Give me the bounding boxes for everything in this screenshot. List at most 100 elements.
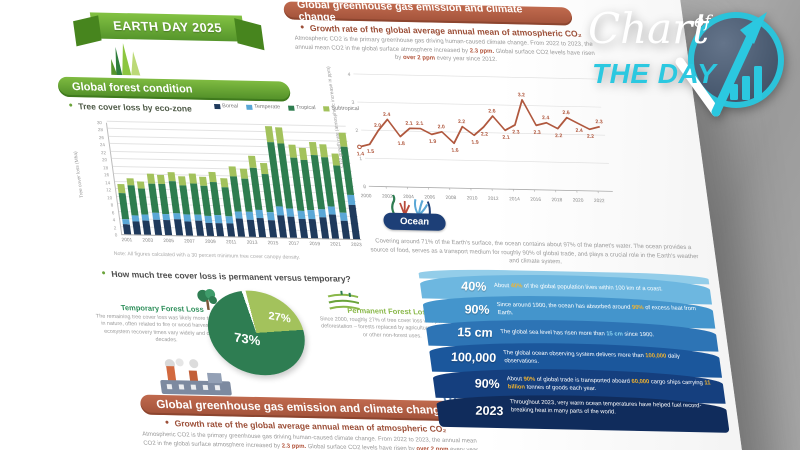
- bar-segment-boreal: [319, 217, 329, 239]
- ghg-header-label: Global greenhouse gas emission and clima…: [155, 398, 448, 417]
- ocean-stat-value: 90%: [463, 301, 491, 317]
- bar-ytick-label: 26: [98, 135, 105, 141]
- forest-bullet-label: Tree cover loss by eco-zone: [77, 101, 193, 114]
- bar-segment-temperate: [255, 210, 264, 219]
- bar-segment-subtropical: [198, 176, 208, 186]
- line-point-label: 2.0: [374, 123, 382, 129]
- bar-xtick-label: 2003: [142, 238, 154, 244]
- bar-xtick-label: 2001: [121, 238, 133, 244]
- lc-xtick-label: 2012: [488, 196, 500, 202]
- bar-segment-boreal: [152, 219, 162, 235]
- bar-segment-subtropical: [157, 174, 166, 184]
- bar-segment-subtropical: [167, 171, 176, 182]
- bar-segment-subtropical: [146, 173, 155, 184]
- ocean-stat-value: 90%: [473, 376, 501, 391]
- bar-segment-temperate: [214, 215, 223, 223]
- bar-ytick-label: 10: [106, 194, 113, 201]
- lc-xtick-label: 2002: [382, 194, 394, 200]
- bar-xtick-label: 2007: [183, 239, 196, 245]
- bar-segment-subtropical: [248, 156, 257, 168]
- line-point-label: 2.4: [575, 128, 583, 134]
- farm-field-icon: [327, 290, 360, 311]
- bar-ytick-label: 28: [97, 127, 104, 133]
- bar-ytick-label: 24: [99, 142, 106, 148]
- bar-xtick-label: 2021: [330, 242, 342, 248]
- lc-gridline: [368, 185, 613, 192]
- bar-segment-boreal: [226, 223, 235, 237]
- bar-segment-tropical: [189, 183, 201, 215]
- bar-ytick-label: 4: [112, 217, 116, 223]
- line-point-label: 3.2: [517, 92, 525, 98]
- bar-segment-tropical: [158, 183, 170, 214]
- bar-ytick-label: 12: [105, 187, 112, 193]
- lc-xtick-label: 2020: [572, 198, 584, 204]
- bar-segment-subtropical: [299, 147, 308, 161]
- dot-bullet-icon: ●: [164, 419, 170, 427]
- bar-segment-subtropical: [137, 181, 146, 190]
- line-point-label: 2.2: [458, 119, 466, 125]
- bar-segment-temperate: [317, 209, 327, 218]
- bar-xtick-label: 2005: [163, 238, 175, 245]
- legend-item-tropical: Tropical: [287, 105, 316, 111]
- line-point-label: 2.4: [542, 115, 550, 121]
- line-point-label: 1.8: [397, 141, 405, 147]
- lc-xtick-label: 2022: [594, 198, 606, 204]
- bar-segment-subtropical: [220, 178, 229, 188]
- ocean-paragraph: Covering around 71% of the Earth's surfa…: [370, 238, 699, 266]
- bar-segment-boreal: [348, 204, 361, 240]
- bar-segment-temperate: [339, 212, 348, 221]
- ocean-badge-label: Ocean: [399, 215, 430, 228]
- ocean-stat-text: About 90% of global trade is transported…: [506, 376, 711, 392]
- lc-xtick-label: 2006: [424, 194, 436, 200]
- bar-segment-temperate: [266, 212, 275, 221]
- co2-growth-line: [359, 99, 601, 148]
- bar-xtick-label: 2015: [267, 241, 279, 247]
- lc-xtick-label: 2004: [403, 194, 415, 200]
- lc-gridline: [357, 101, 602, 108]
- legend-item-boreal: Boreal: [213, 103, 239, 110]
- lc-xtick-label: 2014: [509, 196, 521, 202]
- lc-xtick-label: 2018: [551, 197, 563, 203]
- ocean-stat-text: Throughout 2023, very warm ocean tempera…: [509, 399, 702, 416]
- bar-segment-tropical: [147, 183, 159, 214]
- lc-ytick-label: 1: [359, 156, 363, 162]
- lc-ytick-label: 3: [351, 100, 355, 106]
- lc-xtick-label: 2016: [530, 197, 542, 203]
- bar-ytick-label: 8: [110, 202, 114, 208]
- line-start-point: [357, 144, 362, 150]
- lc-gridline: [364, 157, 609, 164]
- bar-xtick-label: 2013: [246, 240, 258, 246]
- logo-word-of: of: [694, 12, 711, 32]
- bar-ytick-label: 22: [100, 150, 107, 156]
- legend-swatch: [287, 105, 295, 111]
- bar-segment-boreal: [205, 222, 215, 237]
- line-point-label: 2.2: [587, 134, 595, 140]
- bar-xtick-label: 2017: [288, 241, 300, 247]
- leaf-bullet-icon: ●: [101, 269, 107, 277]
- ghg-section-header-top: Global greenhouse gas emission and clima…: [282, 0, 574, 26]
- line-point-label: 2.3: [595, 119, 603, 125]
- line-point-label: 2.3: [533, 130, 541, 136]
- bar-segment-temperate: [307, 210, 316, 219]
- line-point-label: 2.2: [481, 132, 489, 138]
- bar-segment-subtropical: [228, 166, 238, 177]
- bar-ytick-label: 20: [101, 157, 108, 163]
- chart-of-the-day-logo: Chart of THE DAY: [582, 0, 800, 140]
- bar-segment-temperate: [245, 212, 254, 220]
- bar-segment-boreal: [173, 219, 183, 236]
- earth-day-title: EARTH DAY 2025: [112, 18, 223, 36]
- bar-chart-plot: [105, 120, 362, 241]
- bar-segment-subtropical: [116, 184, 125, 193]
- line-point-label: 1.9: [429, 139, 437, 145]
- bar-segment-boreal: [215, 222, 225, 237]
- tree-loss-question-label: How much tree cover loss is permanent ve…: [110, 268, 352, 284]
- line-point-label: 2.0: [437, 124, 445, 130]
- bar-segment-boreal: [142, 220, 152, 235]
- ghg-paragraph-top: Atmospheric CO2 is the primary greenhous…: [294, 35, 596, 64]
- bar-ytick-label: 14: [104, 179, 111, 186]
- line-point-label: 1.9: [471, 140, 479, 146]
- pie-label-permanent: 27%: [268, 310, 291, 326]
- leaf-bullet-icon: ●: [68, 101, 74, 110]
- legend-swatch: [213, 103, 221, 109]
